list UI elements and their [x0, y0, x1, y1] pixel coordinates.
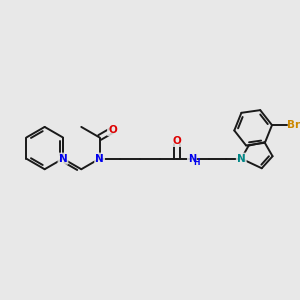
Text: O: O [172, 136, 182, 146]
Text: N: N [237, 154, 246, 164]
Text: O: O [108, 125, 117, 135]
Text: Br: Br [287, 120, 300, 130]
Text: N: N [58, 154, 68, 164]
Text: N: N [188, 154, 196, 164]
Text: N: N [95, 154, 104, 164]
Text: H: H [194, 158, 200, 167]
